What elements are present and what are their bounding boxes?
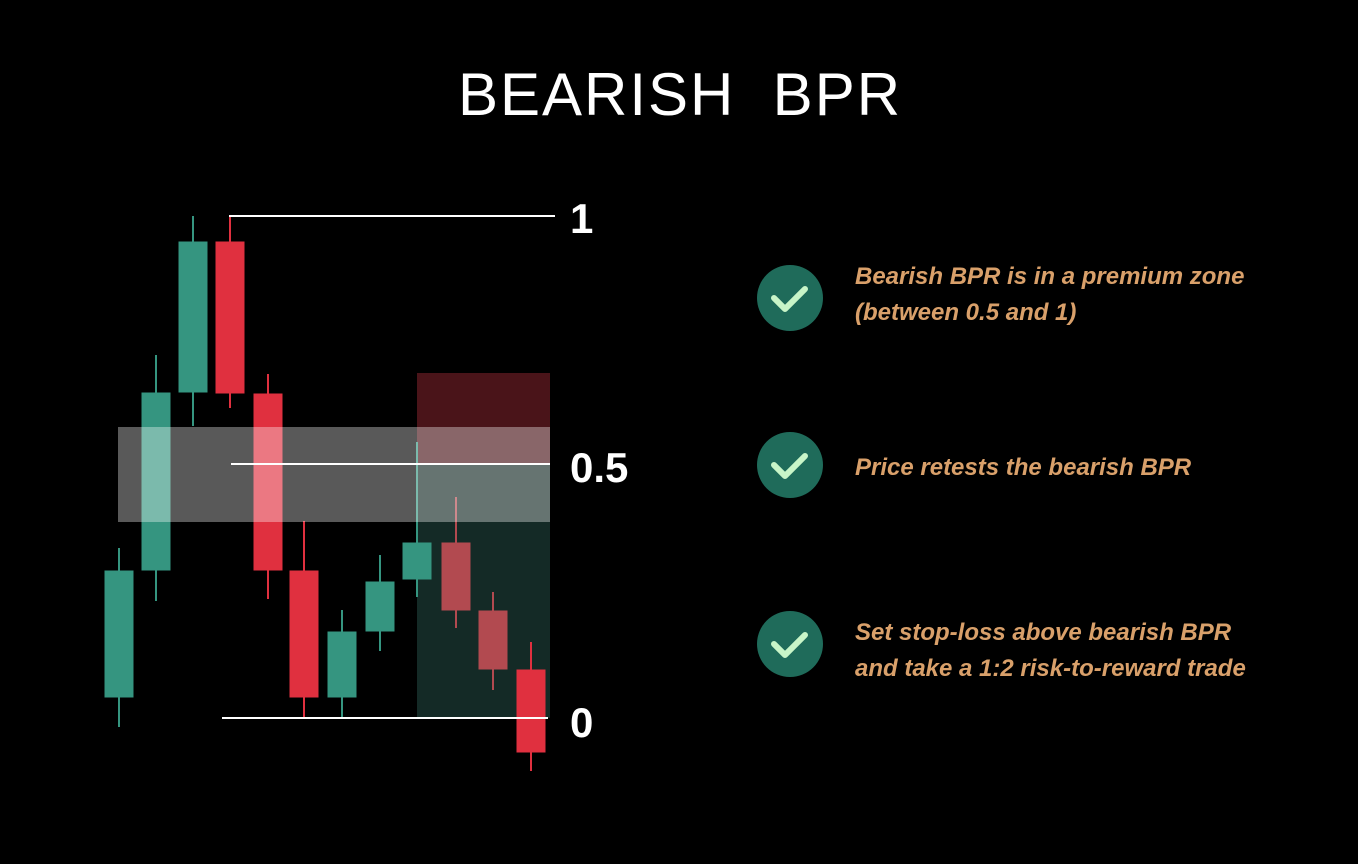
checklist-text: Price retests the bearish BPR xyxy=(855,454,1192,481)
level-label: 1 xyxy=(570,195,593,242)
checklist-text: and take a 1:2 risk-to-reward trade xyxy=(855,655,1246,682)
level-label: 0.5 xyxy=(570,444,628,491)
title: BEARISH BPR xyxy=(458,61,902,128)
bpr-zone xyxy=(118,427,550,522)
candles xyxy=(104,216,546,771)
check-icon xyxy=(757,265,823,331)
checklist-text: (between 0.5 and 1) xyxy=(855,299,1076,326)
checklist-text: Bearish BPR is in a premium zone xyxy=(855,263,1244,290)
risk-zone xyxy=(417,373,550,464)
level-label: 0 xyxy=(570,699,593,746)
check-icon xyxy=(757,432,823,498)
checklist-text: Set stop-loss above bearish BPR xyxy=(855,619,1232,646)
check-icon xyxy=(757,611,823,677)
